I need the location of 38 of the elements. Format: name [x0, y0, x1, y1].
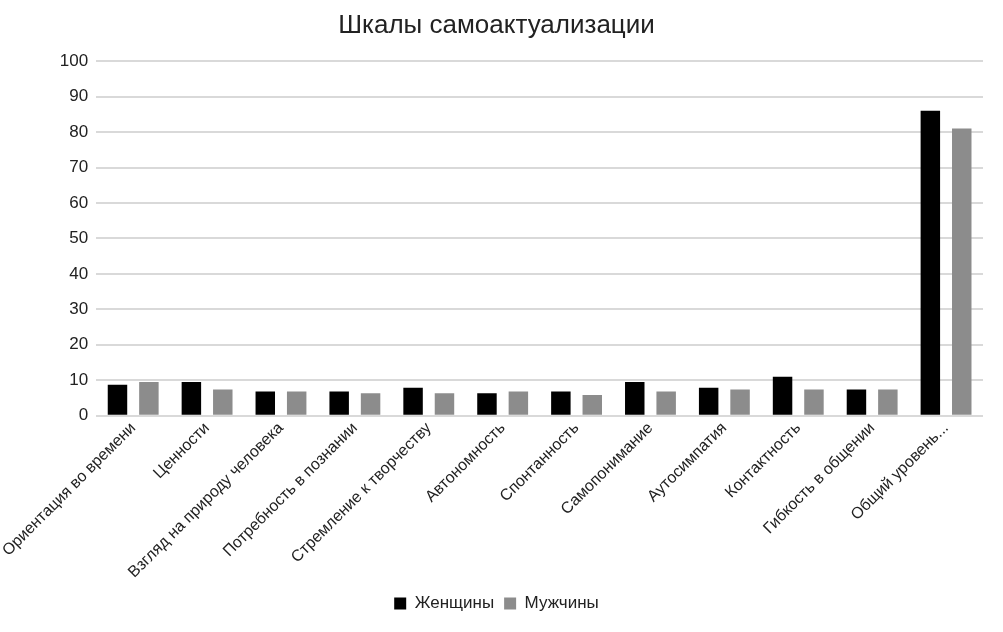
bar — [878, 389, 898, 415]
chart-title: Шкалы самоактуализации — [338, 8, 655, 39]
bar — [508, 391, 529, 415]
legend-label: Женщины — [414, 593, 495, 613]
bar — [139, 382, 159, 415]
bar — [477, 393, 497, 415]
y-tick-label: 50 — [69, 228, 89, 248]
bar — [551, 391, 571, 415]
bar — [772, 376, 793, 415]
bar — [213, 389, 233, 415]
bar — [181, 382, 202, 415]
bar — [656, 391, 676, 415]
bar — [286, 391, 307, 415]
bar — [804, 389, 824, 415]
y-tick-label: 10 — [69, 369, 89, 389]
y-tick-label: 60 — [69, 192, 89, 212]
bar — [846, 389, 867, 415]
bar — [107, 384, 128, 415]
y-tick-label: 100 — [59, 50, 89, 70]
bar — [920, 110, 941, 415]
y-tick-label: 20 — [69, 334, 89, 354]
bar — [582, 395, 603, 415]
bar — [255, 391, 276, 415]
y-tick-label: 80 — [69, 121, 89, 141]
bar — [730, 389, 750, 415]
y-tick-label: 40 — [69, 263, 89, 283]
bar — [698, 387, 719, 415]
y-tick-label: 30 — [69, 299, 89, 319]
bar — [403, 387, 423, 415]
bar — [434, 393, 455, 415]
bar — [360, 393, 381, 415]
y-tick-label: 70 — [69, 157, 89, 177]
legend-label: Мужчины — [524, 593, 599, 613]
bar — [329, 391, 349, 415]
y-tick-label: 0 — [78, 405, 89, 425]
y-tick-label: 90 — [69, 86, 89, 106]
bar — [952, 128, 972, 415]
bar — [625, 382, 645, 415]
